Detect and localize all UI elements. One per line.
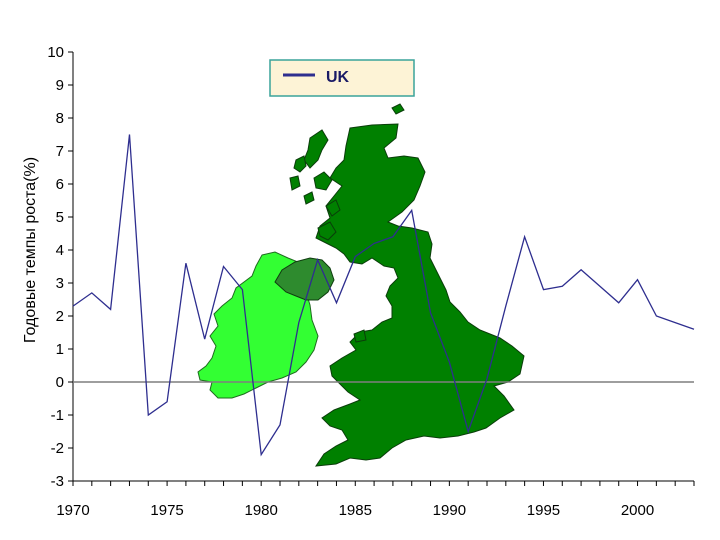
lewis-shape xyxy=(293,155,307,173)
y-tick-label: 0 xyxy=(56,374,64,391)
hebrides-shape xyxy=(303,129,329,169)
mull-shape xyxy=(325,199,341,217)
y-tick-label: 4 xyxy=(56,242,64,259)
great-britain-shape xyxy=(314,123,525,467)
coll-shape xyxy=(303,191,315,205)
y-tick-label: 9 xyxy=(56,77,64,94)
y-axis-title: Годовые темпы роста(%) xyxy=(22,157,39,343)
uist-shape xyxy=(289,175,301,191)
y-tick-label: -3 xyxy=(51,473,64,490)
y-tick-label: 8 xyxy=(56,110,64,127)
series-line-uk xyxy=(72,134,695,457)
x-tick-label: 1970 xyxy=(56,502,89,519)
y-tick-label: 10 xyxy=(47,44,64,61)
x-tick-label: 1980 xyxy=(244,502,277,519)
y-tick-label: 2 xyxy=(56,308,64,325)
y-tick-label: 3 xyxy=(56,275,64,292)
y-tick-label: -1 xyxy=(51,407,64,424)
x-tick-label: 2000 xyxy=(621,502,654,519)
y-tick-label: 6 xyxy=(56,176,64,193)
y-tick-label: 7 xyxy=(56,143,64,160)
y-tick-label: 1 xyxy=(56,341,64,358)
islay-shape xyxy=(317,221,337,241)
x-tick-label: 1985 xyxy=(339,502,372,519)
legend-label-uk: UK xyxy=(326,69,350,86)
orkney-shape xyxy=(391,103,405,115)
x-tick-label: 1990 xyxy=(433,502,466,519)
skye-shape xyxy=(313,171,333,191)
y-tick-label: 5 xyxy=(56,209,64,226)
anglesey-shape xyxy=(353,329,367,343)
legend: UK xyxy=(269,59,415,97)
legend-box xyxy=(269,59,415,97)
x-ticks: 1970 1975 1980 1985 1990 1995 2000 xyxy=(56,481,695,519)
x-tick-label: 1975 xyxy=(150,502,183,519)
northern-ireland-shape xyxy=(274,257,335,301)
axes xyxy=(72,52,694,482)
y-tick-label: -2 xyxy=(51,440,64,457)
y-ticks: -3 -2 -1 0 1 2 3 4 5 6 7 8 9 10 xyxy=(47,44,73,490)
british-isles-map xyxy=(197,103,525,467)
x-tick-label: 1995 xyxy=(527,502,560,519)
